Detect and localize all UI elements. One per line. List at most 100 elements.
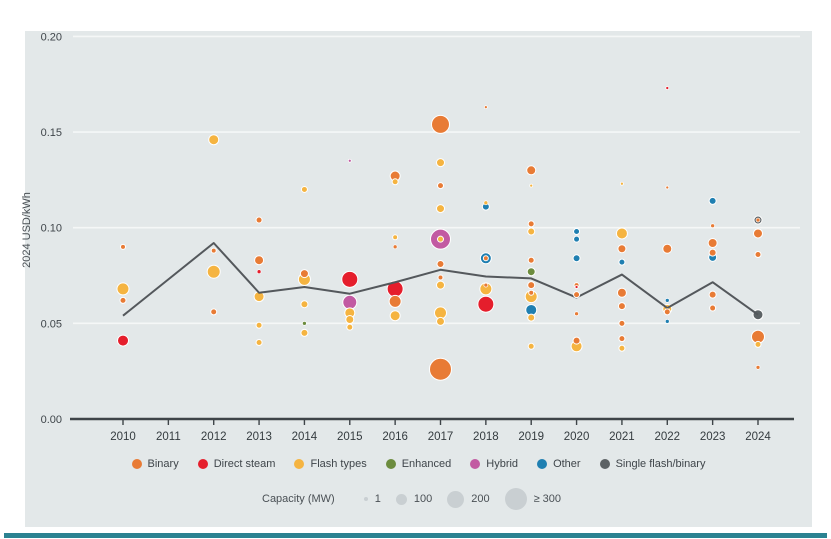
- bubble-flash: [346, 323, 354, 331]
- bubble-direct_steam: [665, 86, 670, 90]
- x-tick-label: 2012: [201, 431, 227, 443]
- bubble-flash: [255, 321, 263, 329]
- bubble-other: [708, 196, 717, 205]
- bubble-hybrid: [342, 294, 358, 310]
- bottom-accent-bar: [4, 533, 827, 538]
- bubble-flash: [392, 234, 399, 241]
- bubble-flash: [435, 280, 445, 290]
- capacity-label: ≥ 300: [533, 493, 562, 505]
- capacity-circle: [395, 493, 407, 505]
- legend-label: Binary: [147, 458, 179, 470]
- bubble-other: [573, 228, 581, 236]
- bubble-flash: [615, 227, 628, 240]
- bubble-binary: [709, 304, 717, 312]
- capacity-item: 100: [395, 493, 433, 505]
- x-tick-label: 2014: [292, 431, 318, 443]
- bubble-other: [664, 319, 670, 324]
- bubble-flash: [300, 185, 308, 193]
- x-tick-label: 2016: [382, 431, 408, 443]
- bubble-binary: [665, 185, 670, 190]
- bubble-binary: [662, 243, 673, 254]
- binary-legend-dot: [131, 459, 142, 469]
- bubble-binary: [255, 216, 263, 224]
- bubble-binary: [430, 114, 450, 134]
- capacity-item: 1: [363, 493, 381, 505]
- bubble-binary: [618, 319, 626, 327]
- bubble-binary: [616, 287, 627, 298]
- x-tick-label: 2017: [428, 431, 454, 443]
- bubble-binary: [528, 289, 535, 296]
- bubble-binary: [299, 269, 309, 279]
- x-tick-label: 2015: [337, 431, 363, 443]
- bubble-binary: [437, 274, 444, 281]
- flash-legend-dot: [294, 459, 305, 469]
- bubble-binary: [708, 248, 717, 257]
- single_flash_binary-legend-dot: [599, 459, 610, 469]
- bubble-binary: [572, 336, 581, 345]
- bubble-binary: [752, 228, 763, 239]
- capacity-label: 1: [374, 493, 381, 505]
- capacity-label: 200: [471, 493, 490, 505]
- bubble-other: [664, 298, 670, 303]
- bubble-flash: [255, 338, 263, 346]
- type-legend: Binary Direct steam Flash types Enhanced Hyb…: [25, 458, 812, 470]
- bubble-binary: [119, 296, 127, 304]
- bubble-flash: [618, 344, 626, 352]
- y-tick-label: 0.05: [41, 318, 62, 330]
- capacity-item: ≥ 300: [504, 488, 562, 510]
- legend-item-enhanced: Enhanced: [385, 458, 452, 470]
- legend-item-single_flash_binary: Single flash/binary: [599, 458, 705, 470]
- bubble-binary: [755, 364, 761, 370]
- legend-label: Direct steam: [213, 458, 276, 470]
- legend-item-other: Other: [537, 458, 581, 470]
- bubble-flash: [345, 315, 355, 325]
- bubble-flash: [300, 300, 309, 309]
- bubble-enhanced: [526, 267, 536, 277]
- bubble-flash: [300, 328, 309, 337]
- bubble-direct_steam: [117, 334, 129, 347]
- bubble-binary: [526, 165, 537, 176]
- bubble-binary: [120, 243, 126, 250]
- bubble-flash: [208, 134, 220, 146]
- bubble-binary: [574, 311, 579, 317]
- bubble-flash: [436, 235, 444, 243]
- bubble-direct_steam: [477, 295, 495, 313]
- legend-label: Enhanced: [401, 458, 452, 470]
- x-tick-label: 2010: [110, 431, 136, 443]
- bubble-binary: [482, 255, 489, 262]
- bubble-flash: [527, 313, 536, 322]
- bubble-binary: [708, 290, 717, 299]
- bubble-flash: [483, 200, 489, 206]
- capacity-circle: [447, 490, 465, 508]
- chart-panel: [25, 31, 812, 527]
- bubble-binary: [617, 302, 626, 311]
- bubble-direct_steam: [574, 285, 579, 289]
- enhanced-legend-dot: [385, 459, 396, 469]
- bubble-flash: [527, 342, 535, 350]
- bubble-flash: [206, 264, 221, 279]
- x-tick-label: 2022: [654, 431, 680, 443]
- capacity-circle: [504, 488, 527, 510]
- bubble-binary: [527, 256, 535, 264]
- bubble-flash: [529, 183, 534, 188]
- bubble-flash: [527, 227, 536, 236]
- bubble-binary: [755, 217, 761, 223]
- y-tick-label: 0.00: [41, 414, 62, 426]
- bubble-binary: [754, 250, 762, 258]
- bubble-other: [618, 258, 626, 266]
- bubble-enhanced: [302, 321, 307, 326]
- other-legend-dot: [537, 459, 548, 469]
- bubble-flash: [620, 181, 624, 186]
- bubble-flash: [435, 204, 445, 214]
- bubble-binary: [210, 247, 217, 254]
- x-tick-label: 2023: [700, 431, 726, 443]
- capacity-label: 100: [413, 493, 433, 505]
- bubble-binary: [618, 335, 626, 343]
- bubble-binary: [436, 260, 445, 269]
- bubble-flash: [391, 178, 399, 186]
- legend-item-binary: Binary: [131, 458, 179, 470]
- bubble-binary: [392, 244, 398, 250]
- capacity-legend-title: Capacity (MW): [262, 493, 335, 505]
- capacity-item: 200: [447, 490, 490, 508]
